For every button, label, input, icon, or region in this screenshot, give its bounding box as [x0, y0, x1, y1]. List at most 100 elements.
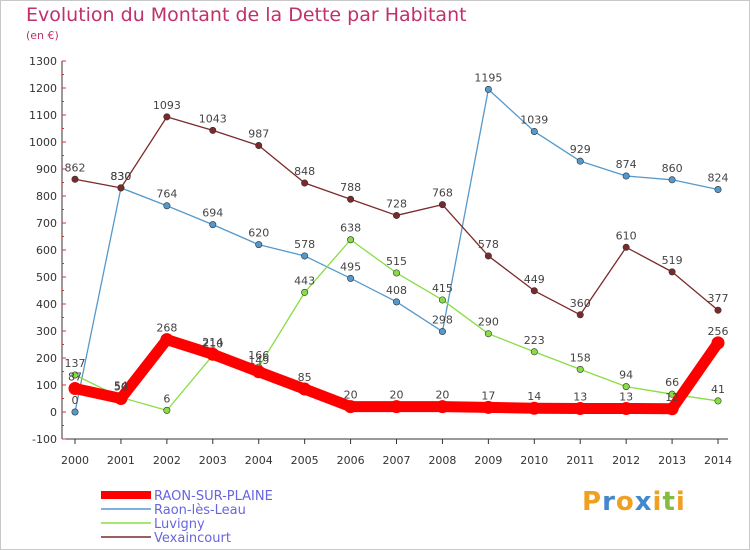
data-point — [347, 236, 355, 244]
data-label: 66 — [665, 376, 679, 389]
data-label: 149 — [248, 354, 269, 367]
data-point — [252, 365, 266, 379]
data-label: 17 — [481, 389, 495, 402]
data-label: 578 — [478, 238, 499, 251]
data-point — [68, 382, 82, 396]
data-label: 290 — [478, 316, 499, 329]
data-point — [160, 333, 174, 347]
data-label: 298 — [432, 314, 453, 327]
data-point — [619, 401, 633, 415]
logo-letter: r — [602, 487, 616, 517]
data-label: 1039 — [520, 113, 548, 126]
data-label: 214 — [202, 336, 223, 349]
data-label: 415 — [432, 282, 453, 295]
chart-unit: (en €) — [26, 29, 59, 42]
y-tick-label: 1000 — [29, 136, 57, 149]
y-tick-label: 0 — [50, 406, 57, 419]
y-tick-label: 400 — [36, 298, 57, 311]
data-point — [390, 400, 404, 414]
series-line-raon-l-s-leau — [74, 88, 719, 413]
logo-letter: i — [675, 487, 686, 517]
logo-letter: x — [634, 487, 653, 517]
data-point — [435, 400, 449, 414]
data-label: 874 — [616, 158, 637, 171]
data-label: 41 — [711, 383, 725, 396]
data-label: 223 — [524, 334, 545, 347]
y-tick-label: 500 — [36, 271, 57, 284]
data-point — [163, 406, 171, 414]
data-label: 94 — [619, 369, 633, 382]
data-label: 408 — [386, 284, 407, 297]
logo-letter: P — [582, 487, 603, 517]
data-label: 210 — [202, 337, 223, 350]
data-label: 824 — [708, 172, 729, 185]
x-tick-label: 2008 — [428, 454, 456, 467]
data-label: 6 — [163, 392, 170, 405]
data-point — [530, 348, 538, 356]
data-label: 13 — [619, 390, 633, 403]
x-tick-label: 2000 — [61, 454, 89, 467]
data-label: 495 — [340, 260, 361, 273]
x-tick-label: 2010 — [520, 454, 548, 467]
data-point — [298, 382, 312, 396]
data-point — [114, 392, 128, 405]
legend-label: Raon-lès-Leau — [154, 503, 246, 518]
data-label: 610 — [616, 229, 637, 242]
proxiti-logo: Proxiti — [582, 487, 686, 517]
data-label: 50 — [114, 381, 128, 394]
data-label: 788 — [340, 181, 361, 194]
data-point — [393, 298, 401, 306]
data-label: 620 — [248, 227, 269, 240]
data-point — [714, 306, 722, 314]
x-tick-label: 2014 — [704, 454, 732, 467]
data-point — [438, 296, 446, 304]
data-label: 268 — [156, 322, 177, 335]
data-point — [71, 408, 79, 416]
data-label: 764 — [156, 188, 177, 201]
data-label: 515 — [386, 255, 407, 268]
data-label: 85 — [298, 371, 312, 384]
logo-letter: t — [662, 487, 676, 517]
data-label: 519 — [662, 254, 683, 267]
data-point — [301, 288, 309, 296]
data-point — [573, 401, 587, 415]
x-tick-label: 2009 — [474, 454, 502, 467]
data-point — [438, 201, 446, 209]
data-point — [484, 330, 492, 338]
x-tick-label: 2002 — [153, 454, 181, 467]
data-point — [622, 172, 630, 180]
y-tick-label: -100 — [32, 433, 57, 446]
data-point — [530, 287, 538, 295]
data-point — [209, 126, 217, 134]
data-point — [393, 269, 401, 277]
data-label: 987 — [248, 128, 269, 141]
y-tick-label: 600 — [36, 244, 57, 257]
x-tick-label: 2005 — [291, 454, 319, 467]
data-label: 638 — [340, 222, 361, 235]
data-label: 443 — [294, 274, 315, 287]
data-point — [484, 85, 492, 93]
y-tick-label: 1300 — [29, 55, 57, 68]
data-label: 13 — [573, 390, 587, 403]
data-label: 20 — [344, 389, 358, 402]
data-point — [668, 390, 676, 398]
data-label: 360 — [570, 297, 591, 310]
data-point — [255, 142, 263, 150]
data-point — [301, 252, 309, 260]
data-label: 54 — [114, 379, 128, 392]
y-tick-label: 200 — [36, 352, 57, 365]
data-label: 830 — [110, 170, 131, 183]
data-point — [209, 221, 217, 229]
data-point — [163, 202, 171, 210]
legend-label: Luvigny — [154, 517, 205, 532]
x-tick-label: 2007 — [383, 454, 411, 467]
data-label: 12 — [665, 391, 679, 404]
data-point — [668, 176, 676, 184]
data-label: 768 — [432, 187, 453, 200]
data-point — [576, 157, 584, 165]
x-tick-label: 2004 — [245, 454, 273, 467]
data-label: 1093 — [153, 99, 181, 112]
data-point — [163, 113, 171, 121]
data-label: 20 — [435, 389, 449, 402]
